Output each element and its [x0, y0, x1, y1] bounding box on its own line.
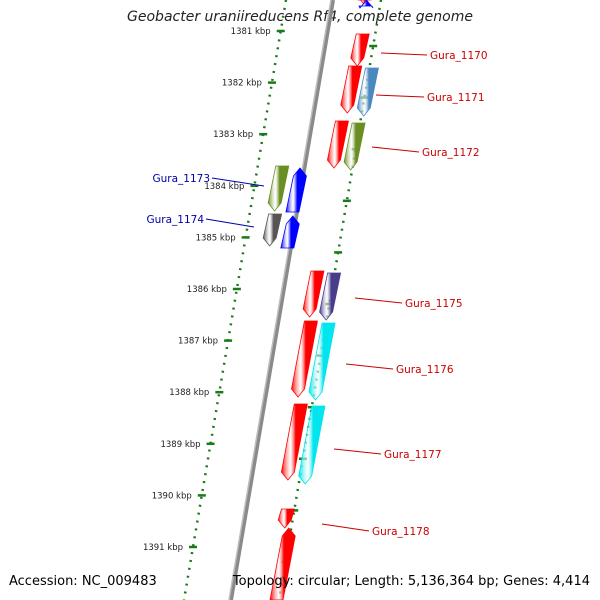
gene-arrow-1172: [343, 122, 366, 171]
ruler-label: 1381 kbp: [231, 27, 271, 37]
leader-line: [375, 94, 425, 98]
gene-arrow-1170: [350, 33, 370, 67]
leader-line: [205, 218, 255, 228]
gene-label: Gura_1173: [152, 173, 210, 185]
gene-label: Gura_1176: [396, 364, 454, 376]
gene-label: Gura_1177: [384, 449, 442, 461]
leader-line: [345, 363, 394, 370]
gene-arrow-1171: [356, 67, 379, 117]
gene-label: Gura_1175: [405, 298, 463, 310]
gene-arrow: [327, 120, 349, 169]
map-title: Geobacter uraniireducens Rf4, complete g…: [127, 9, 473, 25]
topology-summary: Topology: circular; Length: 5,136,364 bp…: [232, 574, 590, 589]
gene-label: Gura_1172: [422, 147, 480, 159]
leader-line: [380, 52, 428, 56]
ruler-label: 1386 kbp: [187, 285, 227, 295]
accession-text: Accession: NC_009483: [9, 574, 157, 589]
gene-label: Gura_1178: [372, 526, 430, 538]
ruler-label: 1391 kbp: [143, 543, 183, 553]
gene-arrow-1177: [298, 405, 326, 485]
gene-label: Gura_1171: [427, 92, 485, 104]
genome-backbone-highlight: [228, 0, 332, 600]
gene-arrow: [285, 167, 307, 213]
ruler-label: 1384 kbp: [204, 182, 244, 192]
leader-line: [321, 523, 370, 532]
gene-label: Gura_1170: [430, 50, 488, 62]
genome-backbone: [229, 0, 335, 600]
leader-line: [333, 448, 382, 455]
gene-arrow-1173: [267, 165, 290, 212]
gene-arrow-1176: [308, 322, 336, 401]
gene-arrow-1174: [262, 213, 283, 247]
ruler-label: 1390 kbp: [152, 491, 192, 501]
gene-arrow: [280, 403, 308, 481]
leader-line: [371, 146, 420, 153]
leader-line: [354, 297, 403, 304]
gene-arrow-1178: [277, 508, 296, 529]
ruler-label: 1383 kbp: [213, 130, 253, 140]
ruler-label: 1385 kbp: [196, 233, 236, 243]
ruler-label: 1382 kbp: [222, 79, 262, 89]
gene-arrow: [291, 320, 318, 398]
ruler-label: 1388 kbp: [169, 388, 209, 398]
ruler-label: 1389 kbp: [160, 440, 200, 450]
gene-arrow: [280, 215, 300, 249]
gene-arrow: [340, 65, 363, 114]
gene-arrow: [269, 527, 296, 600]
gene-arrow: [302, 270, 325, 318]
ruler-label: 1387 kbp: [178, 337, 218, 347]
gene-arrow-1175: [319, 272, 342, 321]
leader-line: [211, 177, 265, 187]
ruler-left-dotted: [182, 0, 288, 600]
gene-label: Gura_1174: [146, 214, 204, 226]
gene-arrow: [358, 0, 374, 9]
